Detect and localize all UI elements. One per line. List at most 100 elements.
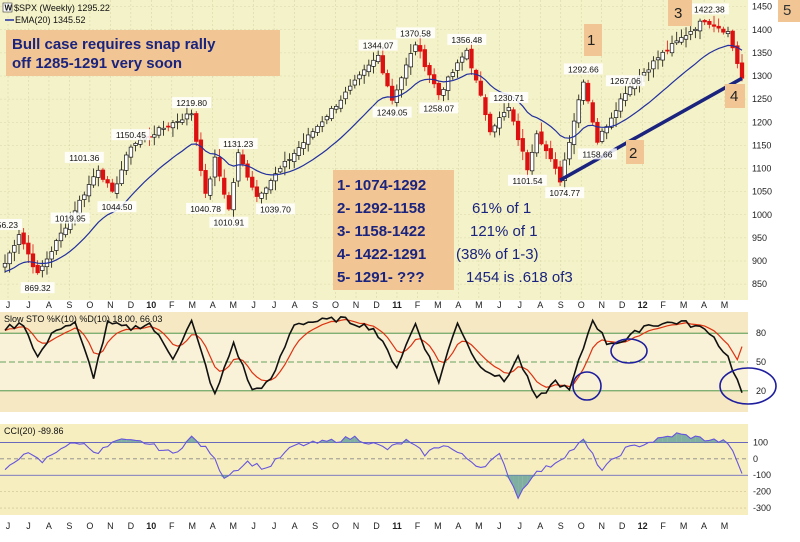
candle xyxy=(613,102,619,127)
x-tick-label: J xyxy=(251,300,256,310)
x-tick-label: 12 xyxy=(638,300,648,310)
price-label: 1101.54 xyxy=(507,174,547,186)
candle xyxy=(12,239,17,262)
candle xyxy=(408,44,413,75)
candle xyxy=(697,18,703,40)
x-tick-label: O xyxy=(86,300,93,310)
candle xyxy=(324,114,330,125)
sto-y-tick: 50 xyxy=(756,357,766,367)
candle xyxy=(30,244,36,274)
candle xyxy=(166,122,171,132)
candle xyxy=(651,56,656,78)
x-tick-label: J xyxy=(6,521,11,531)
candle xyxy=(334,104,339,114)
y-tick-label: 1350 xyxy=(752,48,772,58)
x-tick-label: F xyxy=(169,300,175,310)
x-tick-label: F xyxy=(660,300,666,310)
x-tick-label: J xyxy=(272,300,277,310)
candle xyxy=(343,86,348,105)
candle xyxy=(86,175,92,203)
x-tick-label: M xyxy=(721,300,729,310)
bull-case-line2: off 1285-1291 very soon xyxy=(12,55,182,72)
wave-1-label: 1 xyxy=(587,32,595,49)
wave-1-box xyxy=(584,24,602,56)
x-tick-label: M xyxy=(229,521,237,531)
candle xyxy=(501,103,507,121)
candle xyxy=(315,124,320,137)
wave-note: (38% of 1-3) xyxy=(456,246,539,263)
candle xyxy=(492,123,497,138)
candle xyxy=(548,140,553,162)
x-tick-label: S xyxy=(558,521,564,531)
candle xyxy=(236,146,241,187)
candle xyxy=(124,151,129,176)
wave-list-item: 5- 1291- ??? xyxy=(337,269,425,286)
candle xyxy=(599,128,605,144)
candle xyxy=(268,178,274,194)
candle xyxy=(292,149,297,169)
candle xyxy=(716,18,721,33)
svg-text:1258.07: 1258.07 xyxy=(423,103,454,113)
candle xyxy=(82,191,87,208)
candle xyxy=(371,52,376,74)
x-tick-label: M xyxy=(680,300,688,310)
svg-text:1249.05: 1249.05 xyxy=(377,108,408,118)
svg-text:1350: 1350 xyxy=(752,48,772,58)
cci-panel xyxy=(0,424,748,515)
x-tick-label: O xyxy=(332,521,339,531)
svg-text:1100: 1100 xyxy=(752,164,771,174)
x-tick-label: F xyxy=(415,521,421,531)
price-label: 1422.38 xyxy=(689,3,729,14)
y-tick-label: 850 xyxy=(752,279,767,289)
candle xyxy=(264,186,269,200)
candle xyxy=(581,79,586,105)
y-tick-label: 950 xyxy=(752,233,767,243)
candle xyxy=(180,113,185,125)
x-tick-label: J xyxy=(26,521,31,531)
x-tick-label: J xyxy=(26,300,31,310)
svg-text:1400: 1400 xyxy=(752,25,772,35)
x-tick-label: J xyxy=(518,300,523,310)
candle xyxy=(7,250,12,273)
candle xyxy=(366,59,371,77)
candle xyxy=(553,152,558,175)
candle xyxy=(693,27,698,39)
candle xyxy=(96,165,101,187)
price-label: 1370.58 xyxy=(395,27,435,39)
candle xyxy=(683,27,689,48)
candle xyxy=(152,125,157,146)
wave-list-item: 2- 1292-1158 xyxy=(337,200,425,217)
svg-text:1422.38: 1422.38 xyxy=(694,4,725,14)
candle xyxy=(310,128,316,140)
svg-text:1344.07: 1344.07 xyxy=(363,41,394,51)
candle xyxy=(669,35,675,57)
candle xyxy=(282,151,288,176)
sto-circle-may xyxy=(719,367,777,405)
x-tick-label: S xyxy=(66,521,72,531)
price-label: 1267.06 xyxy=(605,75,645,87)
x-tick-label: M xyxy=(189,521,197,531)
x-tick-label: J xyxy=(272,521,277,531)
y-tick-label: 900 xyxy=(752,256,767,266)
x-tick-label: J xyxy=(6,300,11,310)
candle xyxy=(240,149,246,167)
svg-text:1450: 1450 xyxy=(752,2,772,12)
x-tick-label: S xyxy=(312,300,318,310)
price-label: 1074.77 xyxy=(545,187,585,199)
candle xyxy=(119,161,124,186)
wave-note: 121% of 1 xyxy=(470,223,538,240)
svg-text:1300: 1300 xyxy=(752,71,772,81)
price-label: 1044.50 xyxy=(97,201,137,213)
candle xyxy=(231,178,236,220)
price-label: 1344.07 xyxy=(358,39,398,51)
candle xyxy=(595,118,600,145)
candle xyxy=(208,176,213,200)
x-tick-label: M xyxy=(434,521,442,531)
candle xyxy=(21,228,26,250)
x-tick-label: D xyxy=(128,300,135,310)
x-tick-label: J xyxy=(518,521,523,531)
cci-y-tick: -200 xyxy=(753,487,771,497)
x-tick-label: A xyxy=(46,300,52,310)
candle xyxy=(91,168,96,188)
